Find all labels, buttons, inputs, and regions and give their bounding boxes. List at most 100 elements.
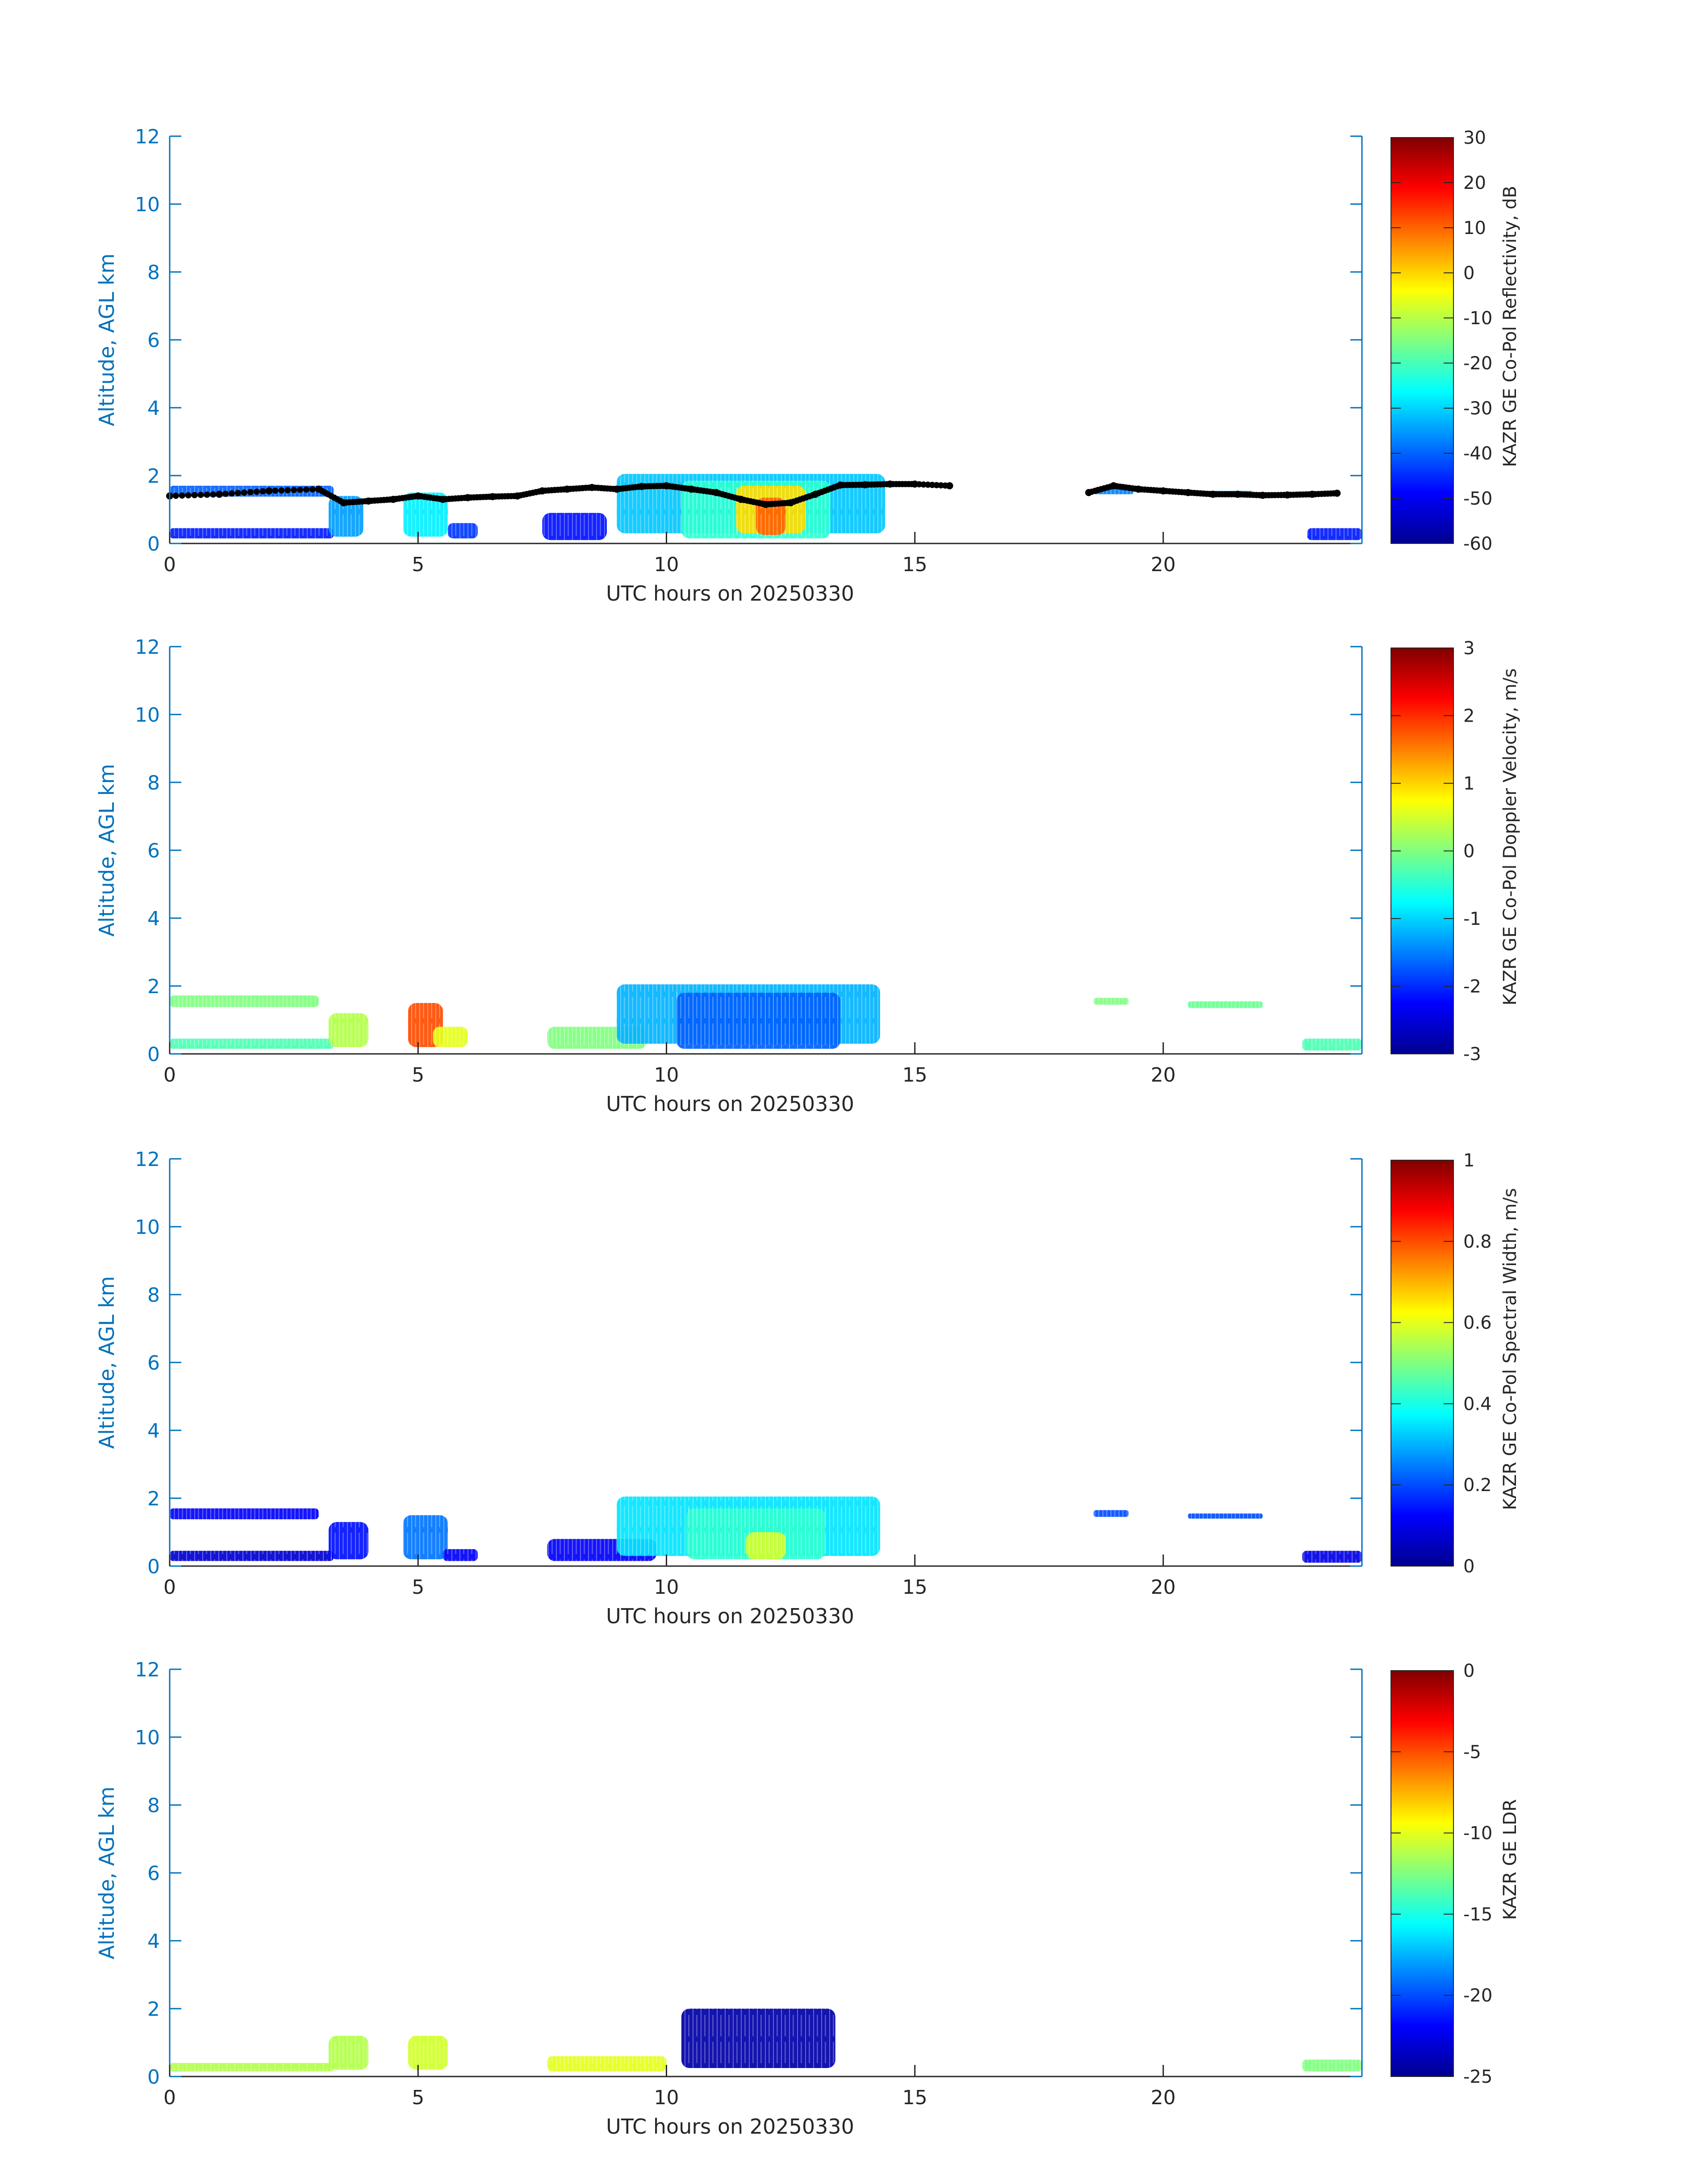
cloud-base-point [284,487,291,493]
x-tick-label: 0 [163,1576,176,1599]
colorbar: 0 -5 -10 -15 -20 -25 KAZR GE LDR [1391,1661,1520,2087]
colorbar-tick-label: 2 [1463,706,1474,727]
panel-2-echo-layer [170,984,1362,1051]
echo-texture [170,1038,334,1049]
y-axis-label: Altitude, AGL km [95,1276,119,1449]
x-tick-label: 10 [654,1064,679,1086]
colorbar-gradient [1391,1160,1454,1567]
x-tick-label: 0 [163,1064,176,1086]
y-tick-label: 10 [135,193,160,216]
y-tick-label: 0 [147,2066,160,2089]
colorbar-tick-label: 3 [1463,638,1474,659]
y-tick-label: 8 [147,261,160,284]
x-tick-label: 15 [902,2086,927,2109]
colorbar-tick-label: -20 [1463,353,1492,374]
y-tick-label: 10 [135,1726,160,1749]
x-tick-label: 15 [902,1064,927,1086]
colorbar-tick-label: 0 [1463,1556,1474,1577]
panel-3-echo-layer [170,1496,1362,1563]
echo-texture [746,1532,786,1559]
colorbar-label: KAZR GE LDR [1500,1799,1520,1920]
cloud-base-point [946,482,953,489]
echo-texture [1094,998,1129,1005]
cloud-base-point [172,493,179,499]
cloud-base-point [247,489,254,496]
colorbar-label: KAZR GE Co-Pol Reflectivity, dB [1500,186,1520,467]
echo-texture [170,1508,319,1520]
colorbar-tick-label: 0.8 [1463,1232,1492,1252]
echo-texture [1094,1510,1129,1517]
echo-texture [681,2009,835,2068]
colorbar-gradient [1391,137,1454,544]
cloud-base-point [1333,489,1341,497]
y-tick-label: 6 [147,1862,160,1885]
y-axis-label: Altitude, AGL km [95,1786,119,1959]
echo-texture [448,523,478,539]
colorbar-gradient [1391,1670,1454,2077]
colorbar-tick-label: -3 [1463,1044,1481,1065]
colorbar-tick-label: 1 [1463,1150,1474,1171]
colorbar-tick-label: 0.6 [1463,1313,1492,1333]
colorbar-tick-label: -60 [1463,534,1492,554]
y-tick-label: 8 [147,1284,160,1307]
echo-texture [403,1515,448,1559]
cloud-base-point [185,492,192,499]
y-tick-label: 4 [147,1930,160,1953]
cloud-base-point [259,488,266,495]
echo-texture [433,1027,468,1047]
y-tick-label: 12 [135,125,160,148]
echo-texture [1302,2060,1362,2072]
colorbar: 3 2 1 0 -1 -2 -3 KAZR GE Co-Pol Doppler Velocit… [1391,638,1520,1065]
y-tick-label: 6 [147,840,160,862]
y-tick-label: 4 [147,1420,160,1442]
y-tick-label: 6 [147,329,160,352]
cloud-base-point [309,486,316,493]
x-tick-label: 5 [412,1576,424,1599]
y-tick-label: 0 [147,1043,160,1066]
colorbar-gradient [1391,648,1454,1054]
cloud-base-overlay [166,481,1341,508]
echo-texture [1188,1513,1263,1519]
colorbar-tick-label: 1 [1463,773,1474,794]
cloud-base-point [303,486,309,493]
colorbar-tick-label: 0 [1463,263,1474,284]
colorbar-tick-label: -30 [1463,398,1492,419]
x-tick-label: 20 [1151,2086,1176,2109]
y-tick-label: 2 [147,975,160,998]
colorbar-tick-label: -10 [1463,1823,1492,1844]
colorbar-tick-label: -20 [1463,1985,1492,2006]
colorbar-tick-label: -50 [1463,489,1492,509]
echo-texture [170,1550,334,1561]
y-tick-label: 4 [147,907,160,930]
x-tick-label: 0 [163,553,176,576]
y-tick-label: 12 [135,1659,160,1681]
x-tick-label: 10 [654,553,679,576]
x-tick-label: 15 [902,1576,927,1599]
colorbar: 30 20 10 0 -10 -20 -30 -40 -50 -60 KAZR GE Co-Pol … [1391,128,1520,554]
y-tick-label: 2 [147,1488,160,1510]
colorbar-tick-label: -25 [1463,2067,1492,2087]
colorbar-label: KAZR GE Co-Pol Doppler Velocity, m/s [1500,669,1520,1006]
colorbar-label: KAZR GE Co-Pol Spectral Width, m/s [1500,1188,1520,1510]
cloud-base-point [229,490,235,497]
echo-texture [329,1013,368,1047]
echo-texture [408,2035,448,2070]
panel-4-echo-layer [170,2009,1362,2072]
echo-texture [329,2035,368,2070]
y-tick-label: 12 [135,1148,160,1171]
x-tick-label: 5 [412,1064,424,1086]
colorbar: 1 0.8 0.6 0.4 0.2 0 KAZR GE Co-Pol Spectral Wi… [1391,1150,1520,1577]
colorbar-tick-label: 0 [1463,1661,1474,1681]
cloud-base-point [241,489,247,496]
echo-texture [170,2063,334,2072]
cloud-base-point [179,492,185,499]
colorbar-tick-label: -15 [1463,1904,1492,1925]
cloud-base-point [291,487,297,493]
cloud-base-point [265,487,273,495]
echo-texture [1307,528,1362,540]
y-tick-label: 10 [135,704,160,727]
colorbar-tick-label: 0.4 [1463,1394,1492,1414]
